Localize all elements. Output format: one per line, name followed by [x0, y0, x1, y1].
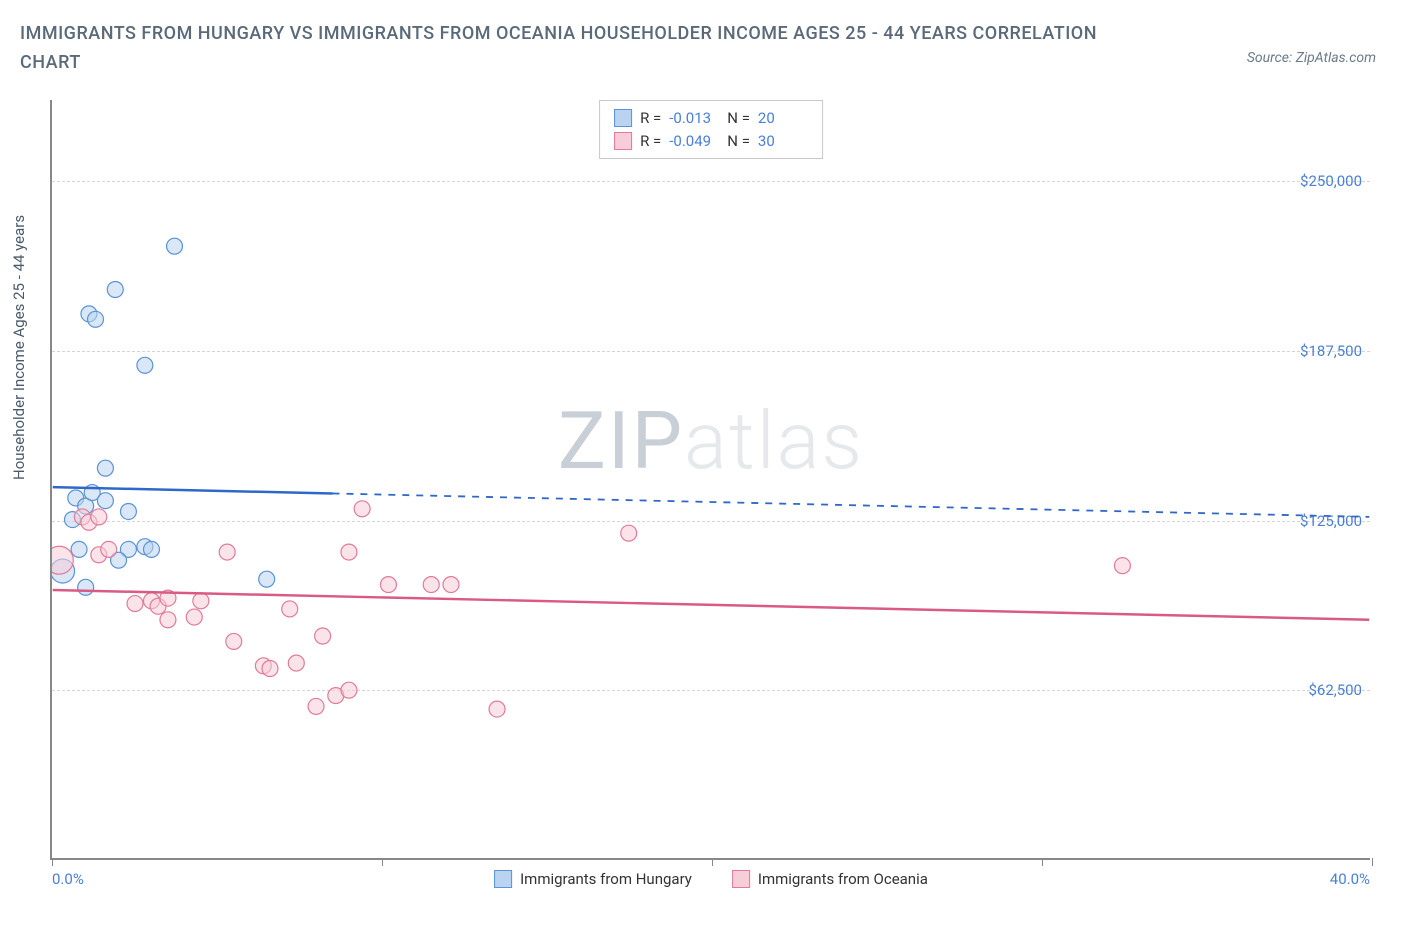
r-value-oceania: -0.049 [669, 130, 719, 153]
data-point [341, 682, 357, 698]
data-point [160, 612, 176, 628]
x-axis-max-label: 40.0% [1330, 870, 1370, 888]
n-value-oceania: 30 [758, 130, 808, 153]
data-point [186, 609, 202, 625]
data-point [97, 493, 113, 509]
data-point [107, 282, 123, 298]
legend-swatch-hungary [494, 870, 512, 888]
data-point [423, 577, 439, 593]
data-point [193, 593, 209, 609]
data-point [380, 577, 396, 593]
data-point [97, 460, 113, 476]
data-point [308, 698, 324, 714]
source-attribution: Source: ZipAtlas.com [1247, 50, 1376, 66]
data-point [1114, 558, 1130, 574]
swatch-oceania [614, 132, 632, 150]
data-point [315, 628, 331, 644]
legend-label-oceania: Immigrants from Oceania [758, 870, 928, 888]
data-point [127, 596, 143, 612]
legend-swatch-oceania [732, 870, 750, 888]
data-point [443, 577, 459, 593]
stats-legend-box: R = -0.013 N = 20 R = -0.049 N = 30 [599, 100, 823, 159]
x-tick [1042, 858, 1043, 866]
scatter-plot: ZIPatlas R = -0.013 N = 20 R = -0.049 N … [50, 100, 1370, 860]
legend-label-hungary: Immigrants from Hungary [520, 870, 692, 888]
data-point [52, 546, 73, 574]
r-value-hungary: -0.013 [669, 107, 719, 130]
data-point [354, 501, 370, 517]
legend-item-hungary: Immigrants from Hungary [494, 870, 692, 888]
data-point [91, 509, 107, 525]
x-tick [1372, 858, 1373, 866]
plot-canvas [52, 100, 1370, 858]
trendline [53, 590, 1370, 620]
data-point [341, 544, 357, 560]
data-point [262, 661, 278, 677]
trendline-extrapolated [332, 493, 1369, 516]
data-point [120, 504, 136, 520]
data-point [219, 544, 235, 560]
legend-item-oceania: Immigrants from Oceania [732, 870, 928, 888]
data-point [78, 579, 94, 595]
swatch-hungary [614, 109, 632, 127]
data-point [489, 701, 505, 717]
data-point [288, 655, 304, 671]
x-tick [52, 858, 53, 866]
data-point [143, 541, 159, 557]
stats-row-oceania: R = -0.049 N = 30 [614, 130, 808, 153]
y-axis-label: Householder Income Ages 25 - 44 years [10, 215, 28, 480]
data-point [88, 311, 104, 327]
data-point [137, 357, 153, 373]
data-point [621, 525, 637, 541]
chart-title: IMMIGRANTS FROM HUNGARY VS IMMIGRANTS FR… [20, 20, 1120, 78]
data-point [259, 571, 275, 587]
data-point [101, 541, 117, 557]
x-axis-min-label: 0.0% [52, 870, 84, 888]
data-point [226, 633, 242, 649]
data-point [71, 541, 87, 557]
x-tick [382, 858, 383, 866]
series-legend: Immigrants from Hungary Immigrants from … [494, 870, 928, 888]
stats-row-hungary: R = -0.013 N = 20 [614, 107, 808, 130]
data-point [167, 238, 183, 254]
n-value-hungary: 20 [758, 107, 808, 130]
data-point [282, 601, 298, 617]
x-tick [712, 858, 713, 866]
